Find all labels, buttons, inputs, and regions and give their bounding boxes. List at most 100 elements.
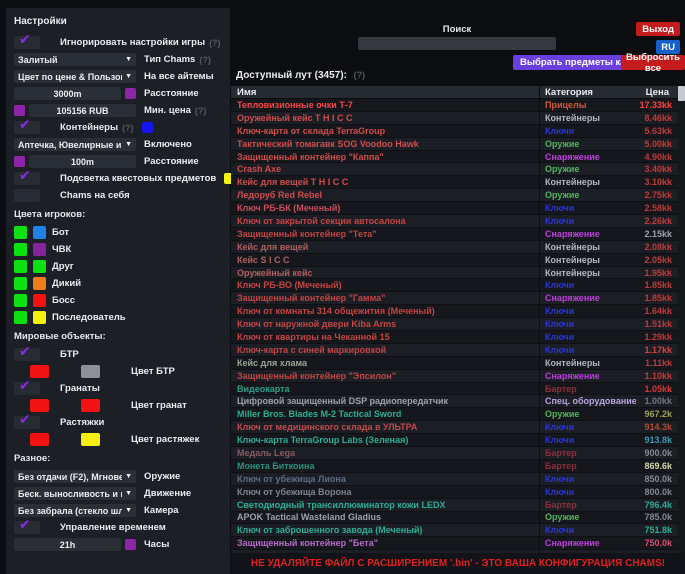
color-swatch[interactable] bbox=[125, 88, 136, 99]
search-input[interactable] bbox=[358, 37, 556, 50]
control-label: Движение bbox=[144, 488, 192, 499]
table-row[interactable]: Защищенный контейнер "Гамма" Снаряжение 1.… bbox=[231, 292, 678, 306]
table-row[interactable]: Защищенный контейнер "Тета" Снаряжение 2.1… bbox=[231, 227, 678, 241]
table-row[interactable]: Ключ от комнаты 314 общежития (Меченый) К… bbox=[231, 305, 678, 319]
language-button[interactable]: RU bbox=[656, 40, 680, 54]
item-category: Ключи bbox=[545, 331, 575, 342]
color-swatch[interactable] bbox=[14, 311, 27, 324]
table-row[interactable]: Ключ РБ-БК (Меченый) Ключи 2.58kk bbox=[231, 202, 678, 216]
table-row[interactable]: Crash Axe Оружие 3.40kk bbox=[231, 163, 678, 177]
table-row[interactable]: APOK Tactical Wasteland Gladius Оружие 785… bbox=[231, 511, 678, 525]
item-category: Бартер bbox=[545, 383, 577, 394]
table-row[interactable]: Ледоруб Red Rebel Оружие 2.75kk bbox=[231, 189, 678, 203]
table-row[interactable]: Ключ от квартиры на Чеканной 15 Ключи 1.29… bbox=[231, 331, 678, 344]
table-row[interactable]: Светодиодный трансиллюминатор кожи LEDX Б… bbox=[231, 498, 678, 512]
item-price: 2.05kk bbox=[644, 254, 672, 265]
table-header: Имя Категория Цена bbox=[231, 86, 678, 99]
checkbox[interactable]: ✔ bbox=[14, 378, 40, 395]
dropdown[interactable]: Цвет по цене & Пользователь▼ bbox=[14, 70, 136, 83]
input-field[interactable]: 3000m bbox=[14, 87, 121, 100]
table-row[interactable]: Видеокарта Бартер 1.05kk bbox=[231, 382, 678, 396]
checkbox[interactable]: ✔ bbox=[14, 168, 40, 185]
color-swatch[interactable] bbox=[33, 226, 46, 239]
table-row[interactable]: Кейс для вещей Контейнеры 2.08kk bbox=[231, 240, 678, 254]
table-row[interactable]: Оружейный кейс Контейнеры 1.95kk bbox=[231, 266, 678, 280]
checkbox[interactable]: ✔ bbox=[14, 517, 40, 534]
table-row[interactable]: Защищенный контейнер "Эпсилон" Снаряжение… bbox=[231, 369, 678, 383]
checkbox[interactable]: ✔ bbox=[14, 412, 40, 429]
color-swatch[interactable] bbox=[14, 156, 25, 167]
table-row[interactable]: Кейс для хлама Контейнеры 1.11kk bbox=[231, 356, 678, 370]
color-swatch[interactable] bbox=[30, 365, 49, 378]
checkbox[interactable]: ✔ bbox=[14, 117, 40, 134]
column-header-category[interactable]: Категория bbox=[545, 86, 593, 98]
dropdown[interactable]: Без отдачи (F2), Мгновенное п▼ bbox=[14, 470, 136, 483]
color-swatch[interactable] bbox=[141, 122, 153, 133]
color-swatch[interactable] bbox=[14, 243, 27, 256]
table-row[interactable]: Ключ от наружной двери Kiba Arms Ключи 1.5… bbox=[231, 318, 678, 332]
table-row[interactable]: Кейс S I C C Контейнеры 2.05kk bbox=[231, 253, 678, 267]
table-row[interactable]: Монета Биткоина Бартер 869.6k bbox=[231, 459, 678, 473]
table-row[interactable]: Ключ-карта с синей маркировкой Ключи 1.17k… bbox=[231, 343, 678, 357]
input-field[interactable]: 105156 RUB bbox=[29, 104, 136, 117]
scrollbar-thumb[interactable] bbox=[678, 86, 685, 101]
color-swatch[interactable] bbox=[14, 105, 25, 116]
color-swatch[interactable] bbox=[81, 433, 100, 446]
dropdown[interactable]: Аптечка, Ювелирные и... ▼ bbox=[14, 138, 136, 151]
input-field[interactable]: 100m bbox=[29, 155, 136, 168]
color-swatch[interactable] bbox=[14, 294, 27, 307]
table-row[interactable]: Ключ РБ-ВО (Меченый) Ключи 1.85kk bbox=[231, 279, 678, 293]
color-swatch[interactable] bbox=[224, 173, 236, 184]
color-swatch[interactable] bbox=[33, 243, 46, 256]
table-row[interactable]: Ключ от убежища Ворона Ключи 800.0k bbox=[231, 485, 678, 499]
dropdown[interactable]: Залитый ▼ bbox=[14, 53, 136, 66]
color-swatch[interactable] bbox=[33, 311, 46, 324]
table-row[interactable]: Miller Bros. Blades M-2 Tactical Sword Ор… bbox=[231, 408, 678, 422]
table-row[interactable]: Ключ от закрытой секции автосалона Ключи 2… bbox=[231, 215, 678, 228]
checkbox[interactable]: ✔ bbox=[14, 32, 40, 49]
color-swatch[interactable] bbox=[125, 539, 136, 550]
table-row[interactable]: Защищенный контейнер "Каппа" Снаряжение 4.… bbox=[231, 150, 678, 164]
table-row[interactable]: Ключ от заброшенного завода (Меченый) Клю… bbox=[231, 524, 678, 538]
control-label: На все айтемы bbox=[144, 71, 214, 82]
table-row[interactable]: Цифровой защищенный DSP радиопередатчик С… bbox=[231, 395, 678, 409]
table-row[interactable]: Ключ-карта от склада TerraGroup Ключи 5.63… bbox=[231, 124, 678, 138]
color-swatch[interactable] bbox=[81, 365, 100, 378]
dropdown[interactable]: Беск. выносливость и нет уста▼ bbox=[14, 487, 136, 500]
table-row[interactable]: Медаль Lega Бартер 900.0k bbox=[231, 447, 678, 460]
checkbox-label: Растяжки bbox=[60, 417, 105, 428]
table-row[interactable]: Кейс для вещей T H I C C Контейнеры 3.10kk bbox=[231, 176, 678, 190]
column-header-name[interactable]: Имя bbox=[231, 86, 540, 98]
table-row[interactable]: Оружейный кейс T H I C C Контейнеры 8.46kk bbox=[231, 111, 678, 125]
checkbox[interactable] bbox=[14, 189, 40, 202]
checkmark-icon: ✔ bbox=[19, 167, 31, 183]
table-row[interactable] bbox=[231, 550, 678, 553]
color-swatch[interactable] bbox=[33, 294, 46, 307]
select-kappa-items-button[interactable]: Выбрать предметы каппа bbox=[513, 55, 650, 70]
table-row[interactable]: Защищенный контейнер "Бета" Снаряжение 750… bbox=[231, 537, 678, 551]
exit-button[interactable]: Выход bbox=[636, 22, 680, 36]
table-row[interactable]: Тепловизионные очки Т-7 Прицелы 17.33kk bbox=[231, 99, 678, 112]
color-swatch[interactable] bbox=[81, 399, 100, 412]
column-header-price[interactable]: Цена bbox=[645, 86, 669, 98]
drop-all-button[interactable]: Выбросить все bbox=[621, 52, 685, 74]
color-swatch[interactable] bbox=[14, 260, 27, 273]
color-swatch[interactable] bbox=[30, 433, 49, 446]
color-pair-row: Цвет гранат bbox=[14, 399, 226, 412]
color-swatch[interactable] bbox=[33, 260, 46, 273]
checkbox[interactable]: ✔ bbox=[14, 344, 40, 361]
table-row[interactable]: Ключ от медицинского склада в УЛЬТРА Ключ… bbox=[231, 421, 678, 435]
color-swatch[interactable] bbox=[14, 277, 27, 290]
dropdown[interactable]: Без забрала (стекло шлема)▼ bbox=[14, 504, 136, 517]
table-row[interactable]: Ключ от убежища Лиона Ключи 850.0k bbox=[231, 472, 678, 486]
table-row[interactable]: Тактический томагавк SOG Voodoo Hawk Оруж… bbox=[231, 137, 678, 151]
table-scrollbar[interactable] bbox=[678, 86, 685, 553]
item-price: 914.3k bbox=[644, 422, 672, 433]
table-row[interactable]: Ключ-карта TerraGroup Labs (Зеленая) Ключ… bbox=[231, 434, 678, 448]
color-swatch[interactable] bbox=[14, 226, 27, 239]
color-swatch[interactable] bbox=[33, 277, 46, 290]
color-swatch[interactable] bbox=[30, 399, 49, 412]
item-category: Спец. оборудование bbox=[545, 396, 636, 407]
item-name: Защищенный контейнер "Каппа" bbox=[231, 150, 540, 163]
input-field[interactable]: 21h bbox=[14, 538, 121, 551]
